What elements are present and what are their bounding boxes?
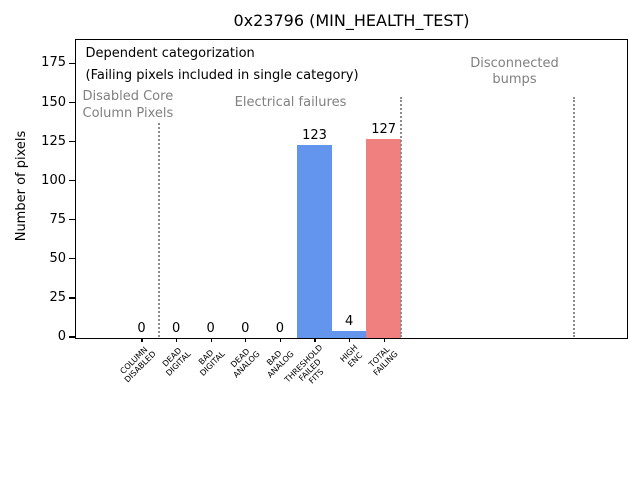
bar-value-label: 0 [171, 320, 181, 336]
bar-value-label: 0 [137, 320, 146, 336]
bar-high-enc [331, 331, 367, 338]
category-separator-line [157, 122, 160, 337]
annotation-electrical-failures: Electrical failures [234, 94, 347, 110]
y-tick [69, 141, 75, 143]
x-tick [210, 338, 212, 342]
y-tick-label: 125 [41, 133, 66, 149]
annotation-disconnected-bumps: Disconnected bumps [470, 55, 559, 87]
y-tick-label: 150 [41, 94, 66, 110]
bar-threshold-failed-fits [297, 145, 332, 338]
y-tick-label: 0 [57, 329, 66, 344]
category-separator-line [400, 96, 402, 337]
bar-total-failing [366, 138, 401, 338]
y-tick-label: 50 [49, 250, 66, 266]
plot-area: Dependent categorization (Failing pixels… [74, 38, 628, 339]
y-tick [69, 336, 75, 338]
y-tick [69, 297, 75, 299]
x-tick [349, 338, 351, 342]
bar-value-label: 0 [206, 320, 215, 336]
x-tick [383, 338, 385, 342]
y-tick-label: 100 [41, 172, 66, 188]
y-tick-label: 75 [49, 211, 66, 227]
annotation-disabled-core-column-pixels: Disabled Core Column Pixels [82, 88, 174, 121]
y-tick [69, 62, 75, 65]
y-tick [69, 180, 75, 182]
x-tick [141, 338, 143, 342]
y-tick [69, 101, 75, 104]
category-separator-line [573, 96, 575, 337]
bar-value-label: 123 [302, 128, 327, 144]
x-tick [245, 338, 247, 342]
x-tick [314, 338, 316, 342]
bar-value-label: 0 [241, 320, 250, 336]
y-tick-label: 175 [41, 55, 66, 71]
y-tick [69, 219, 75, 221]
annotation-dependent-categorization: Dependent categorization [85, 45, 255, 61]
x-tick [279, 338, 281, 342]
y-tick-label: 25 [49, 289, 66, 305]
bar-value-label: 127 [371, 121, 397, 137]
chart-title: 0x23796 (MIN_HEALTH_TEST) [233, 11, 470, 30]
bar-value-label: 0 [275, 320, 285, 336]
annotation-failing-pixels-note: (Failing pixels included in single categ… [85, 67, 359, 83]
y-tick [69, 258, 75, 260]
x-tick [176, 338, 178, 342]
bar-value-label: 4 [344, 314, 354, 330]
